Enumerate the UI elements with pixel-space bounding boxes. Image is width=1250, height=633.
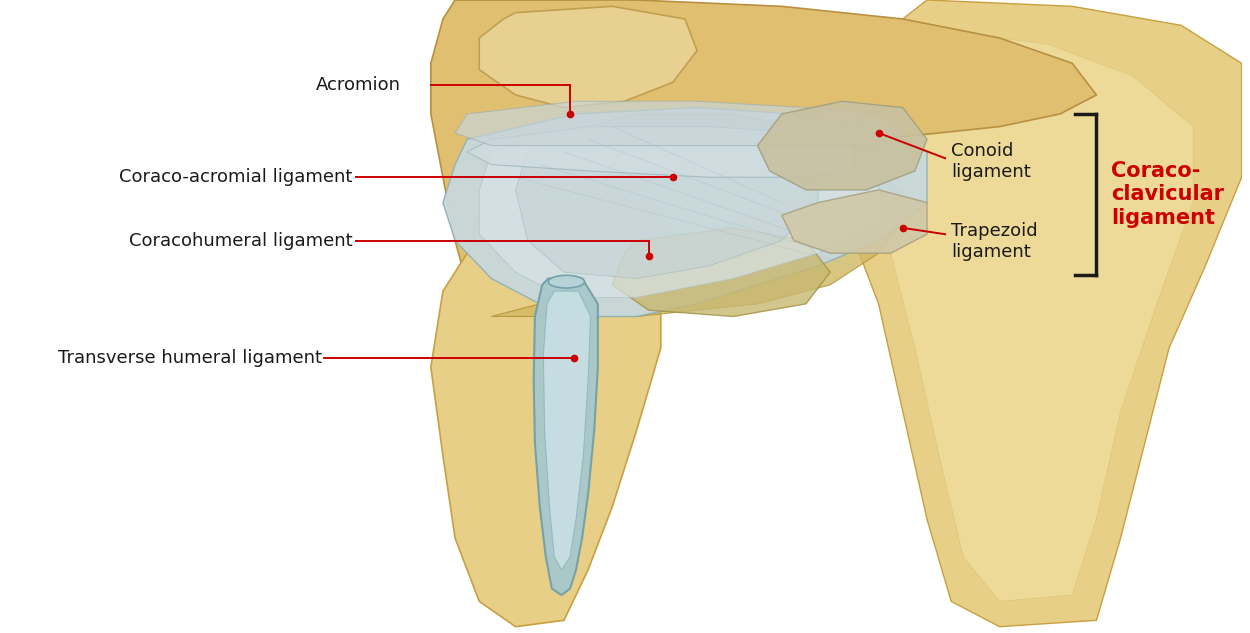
Polygon shape <box>455 101 902 146</box>
Text: Acromion: Acromion <box>315 77 400 94</box>
Polygon shape <box>491 177 902 316</box>
Polygon shape <box>442 108 928 316</box>
Text: Coraco-
clavicular
ligament: Coraco- clavicular ligament <box>1111 161 1224 227</box>
Ellipse shape <box>474 196 642 272</box>
Polygon shape <box>479 6 698 108</box>
Polygon shape <box>515 190 672 279</box>
Text: Coraco-acromial ligament: Coraco-acromial ligament <box>119 168 352 186</box>
Polygon shape <box>431 0 1096 304</box>
Polygon shape <box>468 127 855 177</box>
Polygon shape <box>612 228 830 316</box>
Polygon shape <box>479 127 879 298</box>
Text: Transverse humeral ligament: Transverse humeral ligament <box>58 349 322 367</box>
Polygon shape <box>431 222 661 627</box>
Polygon shape <box>515 114 818 279</box>
Text: Conoid
ligament: Conoid ligament <box>951 142 1031 181</box>
Polygon shape <box>758 0 1241 627</box>
Text: Coracohumeral ligament: Coracohumeral ligament <box>129 232 352 249</box>
Polygon shape <box>781 190 928 253</box>
Polygon shape <box>830 32 1194 601</box>
Text: Trapezoid
ligament: Trapezoid ligament <box>951 222 1038 261</box>
Ellipse shape <box>549 275 585 288</box>
Polygon shape <box>534 279 598 595</box>
Polygon shape <box>544 291 590 570</box>
Polygon shape <box>758 101 928 190</box>
